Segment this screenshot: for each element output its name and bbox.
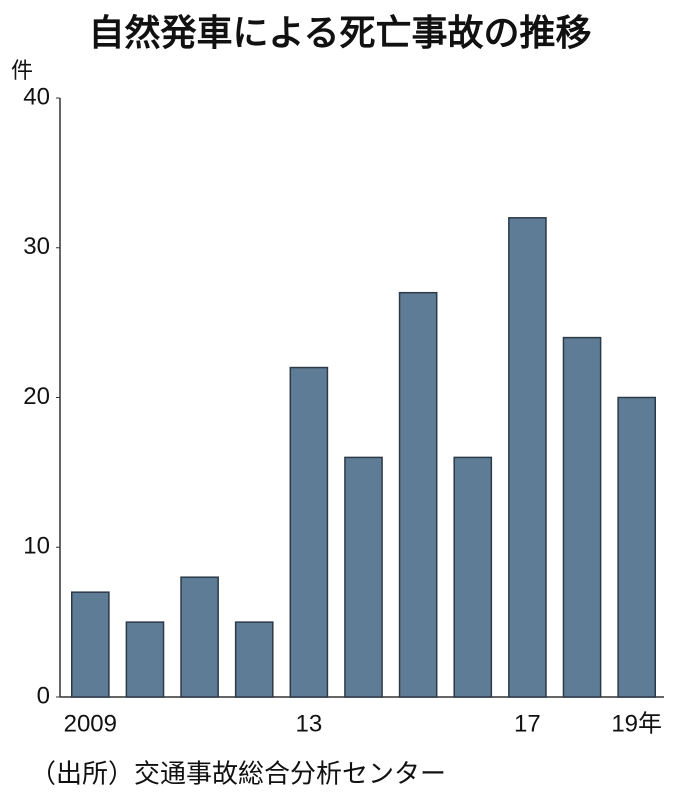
y-tick-label: 10 — [23, 533, 50, 560]
bar — [180, 576, 219, 698]
y-tick-label: 30 — [23, 233, 50, 260]
bar — [562, 336, 602, 698]
y-tick-label: 40 — [23, 83, 50, 110]
bar — [398, 291, 438, 698]
bar — [617, 396, 657, 698]
bar — [344, 456, 383, 698]
source-note: （出所）交通事故総合分析センター — [30, 760, 446, 790]
x-tick-label: 2009 — [64, 710, 117, 737]
bar — [70, 591, 110, 698]
bar — [508, 217, 547, 698]
bar — [125, 621, 165, 698]
y-tick-label: 20 — [23, 383, 50, 410]
x-tick-label: 17 — [514, 710, 541, 737]
x-tick-label: 19年 — [611, 710, 662, 737]
bar — [453, 456, 493, 698]
x-tick-label: 13 — [296, 710, 323, 737]
chart-title: 自然発車による死亡事故の推移 — [89, 12, 592, 54]
y-unit: 件 — [11, 59, 33, 84]
bar — [234, 621, 274, 698]
y-tick-label: 0 — [37, 682, 50, 709]
bar — [289, 366, 329, 698]
